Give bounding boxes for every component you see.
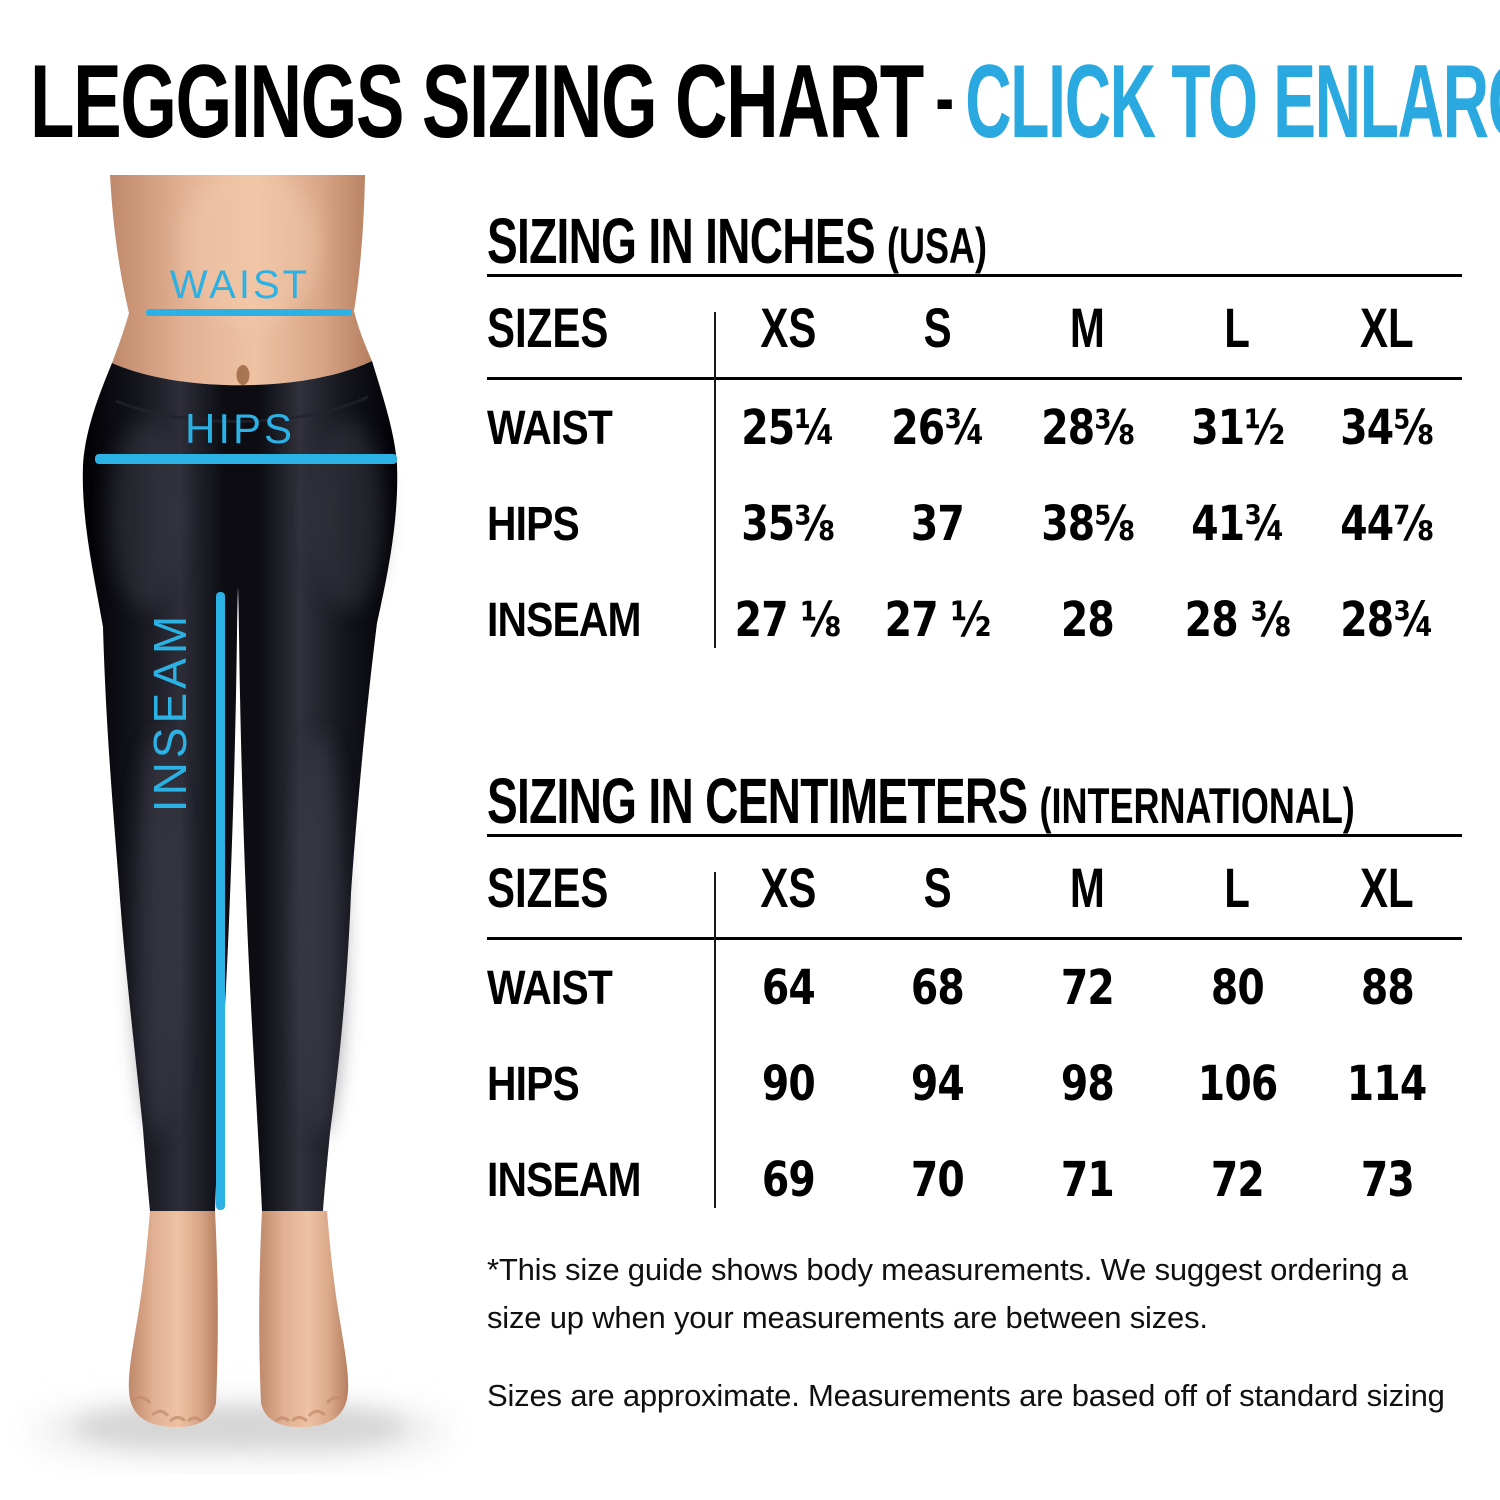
cm-sizes-label: SIZES bbox=[487, 855, 609, 919]
inseam-label: INSEAM bbox=[144, 612, 196, 812]
row-label: WAIST bbox=[487, 401, 613, 455]
row-label: HIPS bbox=[487, 1057, 580, 1111]
right-foot bbox=[259, 1211, 349, 1428]
cell-value: 34⅝ bbox=[1340, 400, 1435, 456]
cell-value: 70 bbox=[911, 1152, 965, 1208]
inches-header-row: SIZES XS S M L XL bbox=[487, 277, 1462, 380]
column-divider bbox=[714, 872, 716, 1208]
cell-value: 41¾ bbox=[1190, 496, 1285, 552]
inches-title: SIZING IN INCHES bbox=[487, 205, 876, 277]
inches-heading: SIZING IN INCHES (USA) bbox=[487, 209, 1462, 277]
size-guide-note: *This size guide shows body measurements… bbox=[487, 1252, 1408, 1336]
table-row: INSEAM 69 70 71 72 73 bbox=[487, 1132, 1462, 1228]
cell-value: 114 bbox=[1347, 1056, 1428, 1112]
inches-sizes-label: SIZES bbox=[487, 295, 609, 359]
cell-value: 44⅞ bbox=[1340, 496, 1435, 552]
cell-value: 71 bbox=[1060, 1152, 1115, 1208]
floor-shadow bbox=[30, 1399, 450, 1463]
cm-header-row: SIZES XS S M L XL bbox=[487, 837, 1462, 940]
cell-value: 73 bbox=[1360, 1152, 1415, 1208]
measurement-annotations: WAIST HIPS INSEAM bbox=[95, 263, 397, 1210]
waist-label: WAIST bbox=[170, 263, 310, 307]
leggings bbox=[82, 361, 398, 1211]
cell-value: 72 bbox=[1210, 1152, 1265, 1208]
feet bbox=[128, 1211, 349, 1428]
col-m: M bbox=[1069, 295, 1105, 359]
cell-value: 28 ⅜ bbox=[1184, 592, 1291, 648]
waist-line bbox=[146, 309, 352, 316]
row-label: HIPS bbox=[487, 497, 580, 551]
hips-line bbox=[95, 454, 397, 464]
row-label: INSEAM bbox=[487, 1153, 641, 1207]
row-label: WAIST bbox=[487, 961, 613, 1015]
inches-table-section: SIZING IN INCHES (USA) SIZES XS S M L XL… bbox=[487, 209, 1462, 668]
cell-value: 98 bbox=[1060, 1056, 1115, 1112]
title-main: LEGGINGS SIZING CHART bbox=[30, 44, 924, 160]
cell-value: 28⅜ bbox=[1040, 400, 1135, 456]
cell-value: 35⅜ bbox=[741, 496, 835, 552]
hips-label: HIPS bbox=[185, 405, 295, 452]
col-xs: XS bbox=[759, 855, 816, 919]
cell-value: 31½ bbox=[1190, 400, 1285, 456]
cell-value: 38⅝ bbox=[1040, 496, 1135, 552]
col-l: L bbox=[1224, 855, 1251, 919]
cell-value: 69 bbox=[761, 1152, 815, 1208]
leggings-model-image[interactable]: WAIST HIPS INSEAM bbox=[0, 175, 480, 1475]
cell-value: 72 bbox=[1060, 960, 1115, 1016]
col-m: M bbox=[1069, 855, 1105, 919]
click-to-enlarge-link[interactable]: CLICK TO ENLARGE bbox=[965, 44, 1500, 160]
left-foot bbox=[128, 1211, 218, 1428]
col-s: S bbox=[923, 295, 952, 359]
table-row: HIPS 35⅜ 37 38⅝ 41¾ 44⅞ bbox=[487, 476, 1462, 572]
approximate-note: Sizes are approximate. Measurements are … bbox=[487, 1378, 1445, 1413]
cell-value: 64 bbox=[761, 960, 815, 1016]
cell-value: 94 bbox=[911, 1056, 965, 1112]
centimeters-table-section: SIZING IN CENTIMETERS (INTERNATIONAL) SI… bbox=[487, 769, 1462, 1228]
cell-value: 90 bbox=[761, 1056, 815, 1112]
col-l: L bbox=[1224, 295, 1251, 359]
cell-value: 26¾ bbox=[891, 400, 985, 456]
cell-value: 27 ⅛ bbox=[734, 592, 842, 648]
col-xl: XL bbox=[1360, 855, 1414, 919]
torso bbox=[110, 175, 372, 386]
cm-subtitle: (INTERNATIONAL) bbox=[1039, 778, 1355, 834]
cell-value: 68 bbox=[911, 960, 965, 1016]
table-row: HIPS 90 94 98 106 114 bbox=[487, 1036, 1462, 1132]
col-xs: XS bbox=[759, 295, 816, 359]
inseam-line bbox=[216, 592, 225, 1210]
navel bbox=[236, 365, 250, 385]
cell-value: 106 bbox=[1197, 1056, 1278, 1112]
cm-title: SIZING IN CENTIMETERS bbox=[487, 765, 1028, 837]
inches-subtitle: (USA) bbox=[886, 218, 987, 274]
cell-value: 27 ½ bbox=[884, 592, 992, 648]
cell-value: 28 bbox=[1060, 592, 1115, 648]
title-separator: - bbox=[935, 53, 954, 142]
col-s: S bbox=[923, 855, 952, 919]
table-row: WAIST 64 68 72 80 88 bbox=[487, 940, 1462, 1036]
column-divider bbox=[714, 312, 716, 648]
cell-value: 28¾ bbox=[1340, 592, 1435, 648]
cell-value: 37 bbox=[911, 496, 965, 552]
cell-value: 25¼ bbox=[741, 400, 835, 456]
page-title: LEGGINGS SIZING CHART-CLICK TO ENLARGE bbox=[30, 50, 1500, 154]
cell-value: 88 bbox=[1360, 960, 1415, 1016]
table-row: WAIST 25¼ 26¾ 28⅜ 31½ 34⅝ bbox=[487, 380, 1462, 476]
cm-heading: SIZING IN CENTIMETERS (INTERNATIONAL) bbox=[487, 769, 1462, 837]
cell-value: 80 bbox=[1210, 960, 1265, 1016]
col-xl: XL bbox=[1360, 295, 1414, 359]
row-label: INSEAM bbox=[487, 593, 641, 647]
table-row: INSEAM 27 ⅛ 27 ½ 28 28 ⅜ 28¾ bbox=[487, 572, 1462, 668]
